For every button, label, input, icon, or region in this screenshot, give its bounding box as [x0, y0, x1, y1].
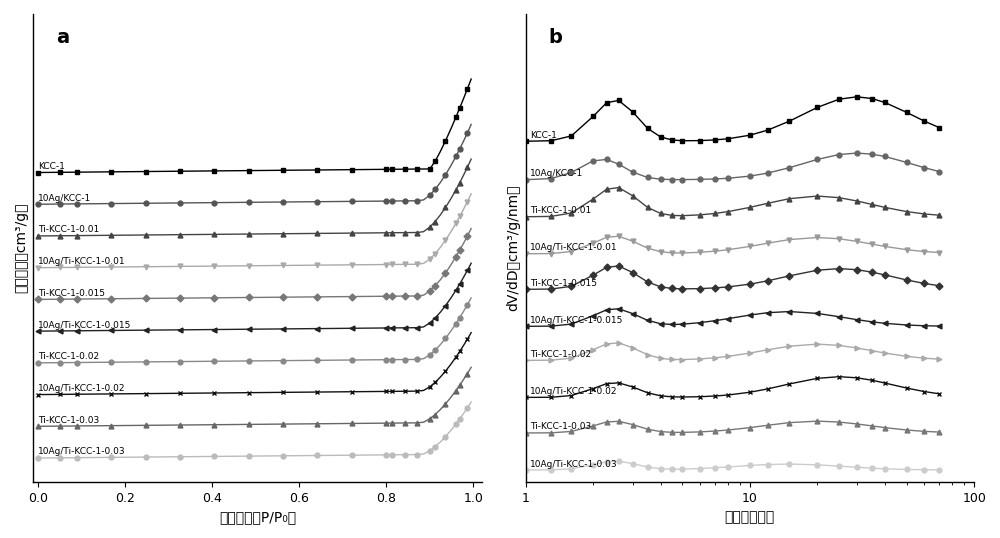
Text: Ti-KCC-1-0.02: Ti-KCC-1-0.02	[38, 352, 99, 362]
Text: 10Ag/Ti-KCC-1-0.01: 10Ag/Ti-KCC-1-0.01	[38, 257, 126, 266]
Text: Ti-KCC-1-0.015: Ti-KCC-1-0.015	[530, 279, 597, 288]
Text: 10Ag/Ti-KCC-1-0.02: 10Ag/Ti-KCC-1-0.02	[38, 384, 125, 393]
Text: Ti-KCC-1-0.03: Ti-KCC-1-0.03	[38, 416, 99, 424]
Text: b: b	[548, 28, 562, 47]
Text: 10Ag/Ti-KCC-1-0.03: 10Ag/Ti-KCC-1-0.03	[38, 448, 126, 456]
Y-axis label: dV/dD（cm³/g/nm）: dV/dD（cm³/g/nm）	[506, 185, 520, 311]
Text: Ti-KCC-1-0.03: Ti-KCC-1-0.03	[530, 422, 592, 431]
Text: 10Ag/Ti-KCC-1-0.01: 10Ag/Ti-KCC-1-0.01	[530, 243, 618, 252]
Text: 10Ag/KCC-1: 10Ag/KCC-1	[530, 169, 584, 178]
Text: Ti-KCC-1-0.015: Ti-KCC-1-0.015	[38, 289, 105, 298]
Text: KCC-1: KCC-1	[38, 162, 65, 171]
X-axis label: 相对压力（P/P₀）: 相对压力（P/P₀）	[219, 510, 296, 524]
X-axis label: 孔径（纳米）: 孔径（纳米）	[725, 510, 775, 524]
Text: KCC-1: KCC-1	[530, 131, 557, 140]
Text: 10Ag/Ti-KCC-1-0.02: 10Ag/Ti-KCC-1-0.02	[530, 387, 618, 396]
Text: 10Ag/Ti-KCC-1-0.015: 10Ag/Ti-KCC-1-0.015	[38, 321, 131, 330]
Text: 10Ag/Ti-KCC-1-0.015: 10Ag/Ti-KCC-1-0.015	[530, 316, 624, 325]
Text: a: a	[56, 28, 69, 47]
Text: Ti-KCC-1-0.02: Ti-KCC-1-0.02	[530, 350, 591, 359]
Y-axis label: 吸附容量（cm³/g）: 吸附容量（cm³/g）	[14, 203, 28, 293]
Text: Ti-KCC-1-0.01: Ti-KCC-1-0.01	[38, 225, 99, 235]
Text: 10Ag/Ti-KCC-1-0.03: 10Ag/Ti-KCC-1-0.03	[530, 459, 618, 469]
Text: 10Ag/KCC-1: 10Ag/KCC-1	[38, 194, 91, 203]
Text: Ti-KCC-1-0.01: Ti-KCC-1-0.01	[530, 206, 592, 215]
